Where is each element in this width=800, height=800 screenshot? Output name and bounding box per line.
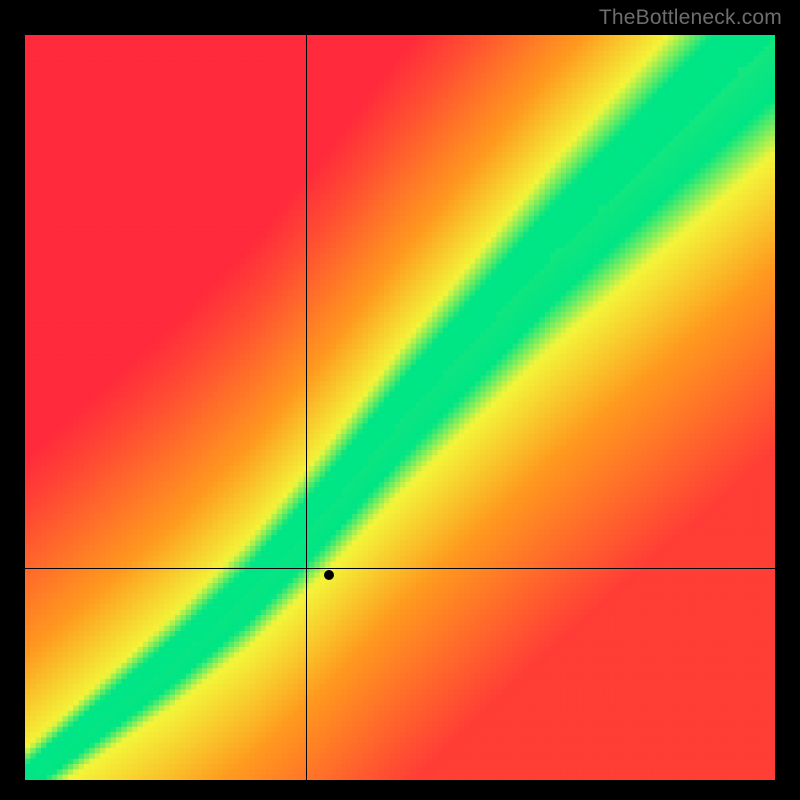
plot-area bbox=[25, 35, 775, 780]
watermark-text: TheBottleneck.com bbox=[599, 6, 782, 30]
heatmap-canvas bbox=[25, 35, 775, 780]
crosshair-horizontal bbox=[25, 568, 775, 569]
data-point-marker bbox=[324, 570, 334, 580]
crosshair-vertical bbox=[306, 35, 307, 780]
chart-container: TheBottleneck.com bbox=[0, 0, 800, 800]
